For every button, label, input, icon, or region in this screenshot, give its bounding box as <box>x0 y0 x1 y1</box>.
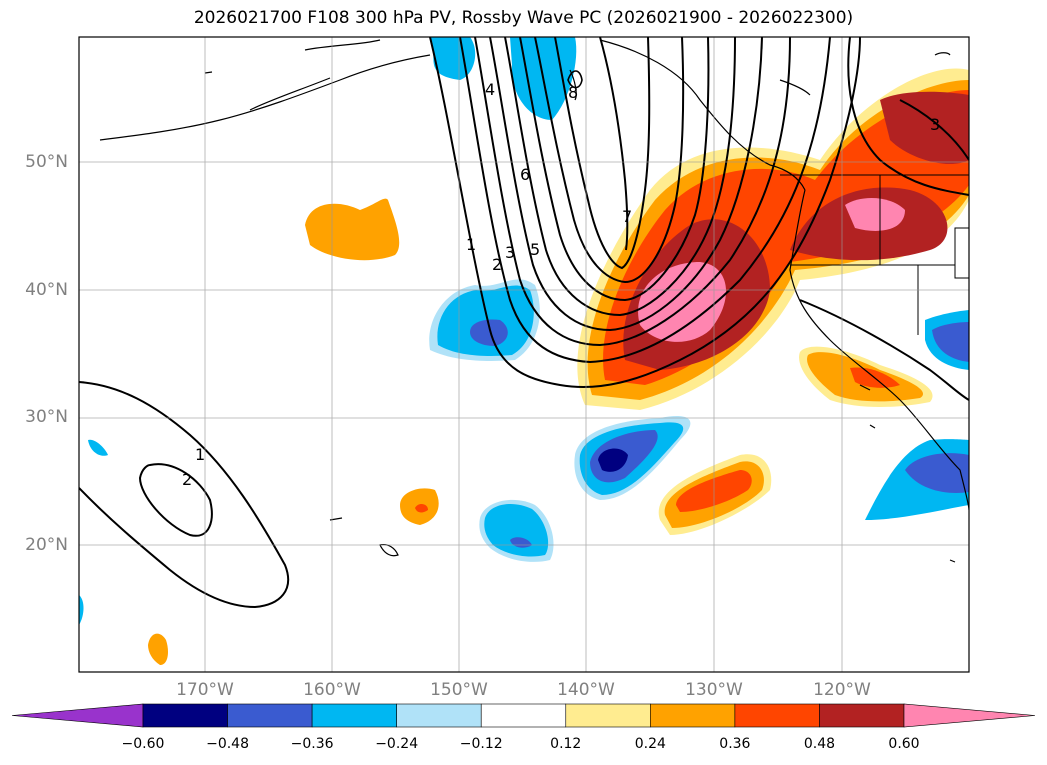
colorbar-segment <box>819 703 905 728</box>
colorbar-tick-label: 0.36 <box>719 736 751 752</box>
contour-label: 2 <box>182 470 192 489</box>
map-title: 2026021700 F108 300 hPa PV, Rossby Wave … <box>193 8 854 28</box>
negative-anomaly-blob-hawaii-east <box>479 499 554 562</box>
colorbar-extend-high <box>903 703 1036 728</box>
lon-label-140w: 140°W <box>557 680 615 700</box>
colorbar-segment <box>311 703 397 728</box>
positive-anomaly-blob-north-pacific <box>305 198 400 261</box>
contour-label: 1 <box>195 445 205 464</box>
contour-label: 2 <box>492 255 502 274</box>
colorbar-segment <box>227 703 313 728</box>
contour-label: 3 <box>505 243 515 262</box>
lon-label-120w: 120°W <box>813 680 871 700</box>
lat-label-40n: 40°N <box>25 280 68 300</box>
positive-anomaly-ridge <box>577 68 969 410</box>
colorbar-tick-label: −0.48 <box>206 736 249 752</box>
colorbar-tick-label: −0.24 <box>375 736 419 752</box>
rossby-wave-contours <box>79 37 969 609</box>
colorbar-tick-label: 0.24 <box>634 736 666 752</box>
lon-label-130w: 130°W <box>685 680 743 700</box>
map-frame <box>78 36 970 673</box>
lat-label-30n: 30°N <box>25 407 68 427</box>
colorbar-segment <box>565 703 651 728</box>
gridlines <box>79 37 969 672</box>
colorbar-tick-label: 0.48 <box>803 736 836 752</box>
lon-label-160w: 160°W <box>303 680 361 700</box>
colorbar <box>11 703 1036 728</box>
contour-label: 8 <box>568 83 578 102</box>
lat-label-20n: 20°N <box>25 535 68 555</box>
lon-label-170w: 170°W <box>176 680 234 700</box>
contour-labels: 1 2 3 4 5 6 7 8 1 2 3 <box>182 80 940 489</box>
negative-anomaly-blob-west <box>88 439 108 456</box>
colorbar-tick-label: −0.36 <box>290 736 334 752</box>
contour-label: 7 <box>622 207 632 226</box>
contour-label: 1 <box>466 235 476 254</box>
contour-label: 3 <box>930 115 940 134</box>
negative-anomaly-blob-central <box>429 279 540 361</box>
colorbar-tick-label: −0.12 <box>459 736 503 752</box>
colorbar-segment <box>734 703 820 728</box>
political-borders <box>780 174 969 335</box>
colorbar-segment <box>480 703 567 728</box>
positive-anomaly-blob-southwest <box>148 633 168 665</box>
colorbar-segment <box>650 703 736 728</box>
lat-label-50n: 50°N <box>25 152 68 172</box>
negative-anomaly-blob-subtropic <box>574 416 691 500</box>
colorbar-tick-label: 0.12 <box>550 736 582 752</box>
colorbar-extend-low <box>11 703 144 728</box>
contour-label: 4 <box>485 80 495 99</box>
colorbar-tick-label: −0.60 <box>121 736 165 752</box>
colorbar-tick-label: 0.60 <box>888 736 920 752</box>
lon-label-150w: 150°W <box>430 680 488 700</box>
contour-label: 6 <box>520 165 530 184</box>
negative-anomaly-blob-edge <box>79 595 84 625</box>
colorbar-segment <box>142 703 228 728</box>
colorbar-segment <box>396 703 482 728</box>
contour-label: 5 <box>530 240 540 259</box>
